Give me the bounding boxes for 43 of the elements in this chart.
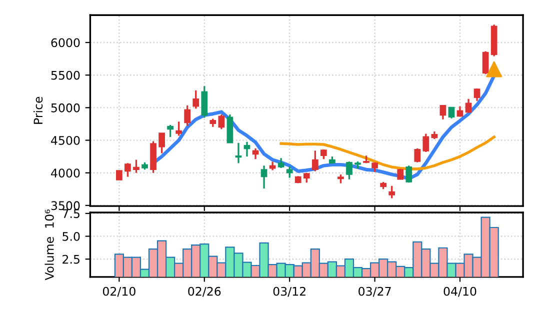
candlestick [133,158,140,174]
y-tick-label: 4000 [51,168,80,178]
candlestick [388,185,396,200]
x-tick-label: 04/10 [444,286,476,297]
candlestick [167,124,174,138]
candlestick [184,104,191,127]
candlestick [465,98,472,114]
candlestick [346,160,352,180]
y-tick-label: 5.0 [62,232,80,241]
candlestick [260,164,268,190]
candlestick [422,132,430,153]
line-series [280,136,496,170]
candlestick [244,141,250,158]
candlestick [406,164,412,184]
candlestick [124,162,131,178]
candlestick [158,132,165,154]
candlestick [440,104,446,120]
x-tick-label: 03/27 [358,286,391,297]
candlestick [192,90,200,110]
candlestick [474,88,480,102]
y-tick-label: 2.5 [62,254,80,264]
candlestick [201,85,208,119]
y-tick-label: 4500 [51,136,80,145]
x-tick-label: 02/10 [102,286,136,297]
candlestick [218,114,225,130]
candlestick [286,165,293,179]
candlestick [414,148,421,164]
candlestick [176,120,182,137]
x-tick-label: 03/12 [273,286,306,297]
y-tick-label: 3500 [51,201,80,210]
candlestick [312,150,318,172]
candlestick [448,106,455,120]
candlestick [456,106,464,118]
candlestick [278,157,284,169]
y-tick-label: 6000 [51,38,80,48]
y-axis-title: Price [33,96,43,124]
x-tick-label: 02/26 [188,286,221,297]
y-tick-label: 5500 [51,70,80,80]
y-tick-label: 5000 [51,103,80,112]
candlestick [482,50,489,75]
candlestick [235,142,242,164]
y-axis-title: Volume 10⁶ [44,210,54,280]
candlestick [116,169,122,181]
